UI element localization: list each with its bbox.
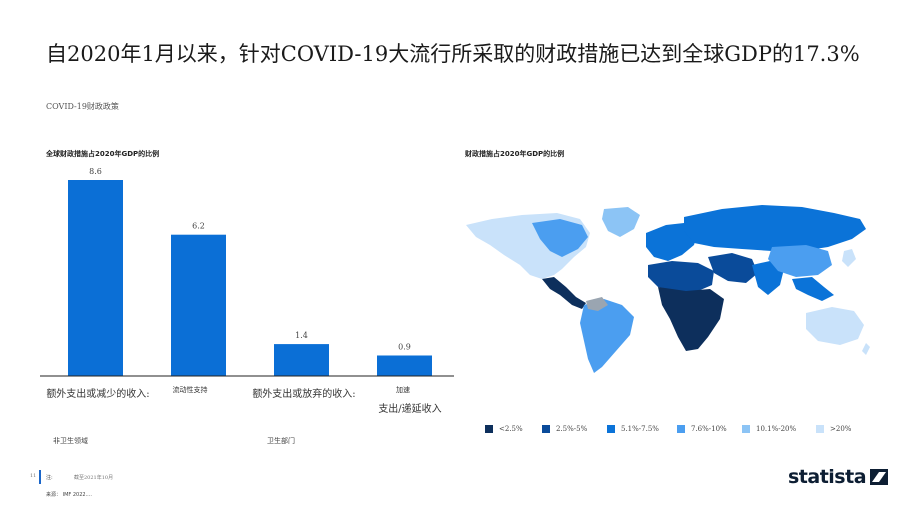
category-label: 额外支出或放弃的收入: — [252, 389, 356, 400]
legend-item: <2.5% — [485, 425, 523, 433]
map-region-south-america-north — [586, 297, 608, 311]
map-region-greenland — [602, 207, 640, 237]
map-region-africa — [658, 287, 724, 351]
logo-icon — [870, 469, 889, 485]
footer-note-label: 注: — [46, 475, 53, 481]
legend-swatch — [816, 425, 824, 433]
bar-value-label: 8.6 — [89, 167, 102, 176]
legend-item: 10.1%-20% — [742, 425, 796, 433]
map-region-china — [768, 245, 832, 277]
map-title: 财政措施占2020年GDP的比例 — [465, 150, 565, 158]
category-label: 额外支出或减少的收入: — [46, 389, 150, 400]
legend-label: 2.5%-5% — [556, 425, 588, 433]
bar-chart-title: 全球财政措施占2020年GDP的比例 — [46, 150, 160, 158]
legend-label: 7.6%-10% — [691, 425, 727, 433]
footer-divider — [39, 470, 41, 484]
map-region-central-america — [542, 277, 586, 309]
legend-swatch — [607, 425, 615, 433]
legend-swatch — [677, 425, 685, 433]
map-region-new-zealand — [862, 343, 870, 355]
map-region-south-america — [580, 299, 634, 373]
bar-chart: 8.6 6.2 1.4 0.9 — [40, 167, 454, 377]
page-number: 11 — [30, 473, 37, 479]
legend-label: 10.1%-20% — [756, 425, 797, 433]
statista-logo[interactable]: statista — [788, 466, 889, 488]
bar-value-label: 6.2 — [192, 222, 205, 231]
map-region-canada-east — [532, 219, 588, 257]
bar — [377, 355, 432, 376]
legend-swatch — [742, 425, 750, 433]
map-region-europe — [646, 223, 698, 261]
map-region-southeast-asia — [792, 277, 834, 301]
world-map — [466, 205, 870, 373]
map-region-south-asia — [752, 261, 784, 295]
legend-item: 2.5%-5% — [542, 425, 587, 433]
page-title: 自2020年1月以来，针对COVID-19大流行所采取的财政措施已达到全球GDP… — [46, 42, 860, 66]
category-label: 加速 — [396, 386, 410, 394]
footer-source: 来源： IMF 2022.... — [46, 492, 92, 498]
map-region-north-africa — [648, 261, 714, 291]
map-region-middle-east — [708, 253, 758, 283]
map-region-russia — [684, 205, 866, 251]
category-label: 支出/递延收入 — [378, 404, 442, 415]
logo-text: statista — [788, 466, 867, 488]
legend-item: 7.6%-10% — [677, 425, 727, 433]
bar-value-label: 0.9 — [398, 342, 411, 351]
map-region-australia — [806, 307, 864, 345]
legend-item: 5.1%-7.5% — [607, 425, 659, 433]
bar — [171, 234, 226, 376]
legend-swatch — [542, 425, 550, 433]
page-subtitle: COVID-19财政政策 — [46, 102, 119, 111]
legend-item: >20% — [816, 425, 851, 433]
bar — [274, 344, 329, 376]
category-label: 流动性支持 — [172, 386, 208, 394]
legend-label: <2.5% — [499, 425, 523, 433]
bar — [68, 180, 123, 376]
legend-label: >20% — [830, 425, 852, 433]
map-region-japan — [842, 249, 856, 267]
legend-swatch — [485, 425, 493, 433]
group-label-health: 卫生部门 — [267, 437, 295, 445]
legend-label: 5.1%-7.5% — [621, 425, 659, 433]
bar-value-label: 1.4 — [295, 331, 308, 340]
footer-note: 截至2021年10月 — [74, 475, 114, 481]
group-label-non-health: 非卫生领域 — [53, 437, 88, 445]
